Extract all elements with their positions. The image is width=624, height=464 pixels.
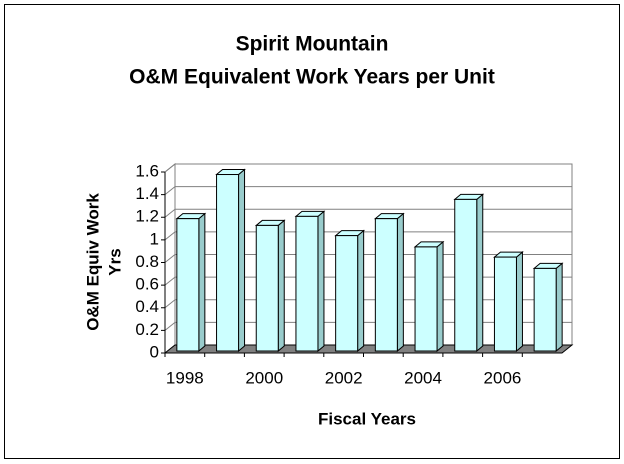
bar <box>374 218 398 352</box>
bar <box>414 246 438 352</box>
chart-subtitle: O&M Equivalent Work Years per Unit <box>129 66 495 89</box>
bar <box>255 224 279 352</box>
grid-line <box>164 299 176 309</box>
grid-line <box>164 163 176 173</box>
y-tick-label: 0.2 <box>135 320 159 339</box>
y-tick-label: 1.6 <box>135 161 159 180</box>
bar-side <box>317 210 325 353</box>
grid-line <box>164 231 176 241</box>
bar <box>533 267 557 352</box>
y-tick-label: 0 <box>150 342 159 361</box>
x-tick-label: 2006 <box>484 368 522 387</box>
bar <box>335 235 359 352</box>
bar-side <box>555 262 563 353</box>
y-axis-label: O&M Equiv Work Yrs <box>83 193 124 331</box>
x-tick-label: 2002 <box>325 368 363 387</box>
x-tick-label: 2004 <box>404 368 442 387</box>
x-axis-label: Fiscal Years <box>318 409 416 428</box>
bar-side <box>515 251 523 353</box>
y-axis-label-line: O&M Equiv Work <box>83 193 102 331</box>
bar <box>454 198 478 352</box>
y-tick-label: 0.4 <box>135 297 159 316</box>
bar <box>216 174 240 352</box>
bar-side <box>436 240 444 353</box>
bar-side <box>277 219 285 353</box>
bar <box>493 256 517 352</box>
y-tick-label: 1.2 <box>135 207 159 226</box>
y-tick-label: 0.8 <box>135 252 159 271</box>
grid-line <box>164 208 176 218</box>
bar-side <box>198 212 206 353</box>
y-tick-label: 1.4 <box>135 184 159 203</box>
bar-side <box>396 212 404 353</box>
x-tick-label: 2000 <box>245 368 283 387</box>
grid-line <box>164 276 176 286</box>
bar-side <box>357 229 365 353</box>
grid-line <box>164 186 176 196</box>
x-tick-label: 1998 <box>166 368 204 387</box>
y-axis-label-line: Yrs <box>105 248 124 275</box>
bar-side <box>476 193 484 353</box>
grid-line <box>164 321 176 331</box>
y-tick-label: 1 <box>150 229 159 248</box>
grid-line <box>164 254 176 263</box>
bar <box>176 218 200 352</box>
y-tick-label: 0.6 <box>135 275 159 294</box>
bar <box>295 215 319 352</box>
bar-side <box>238 168 246 353</box>
chart-title: Spirit Mountain <box>236 33 389 56</box>
